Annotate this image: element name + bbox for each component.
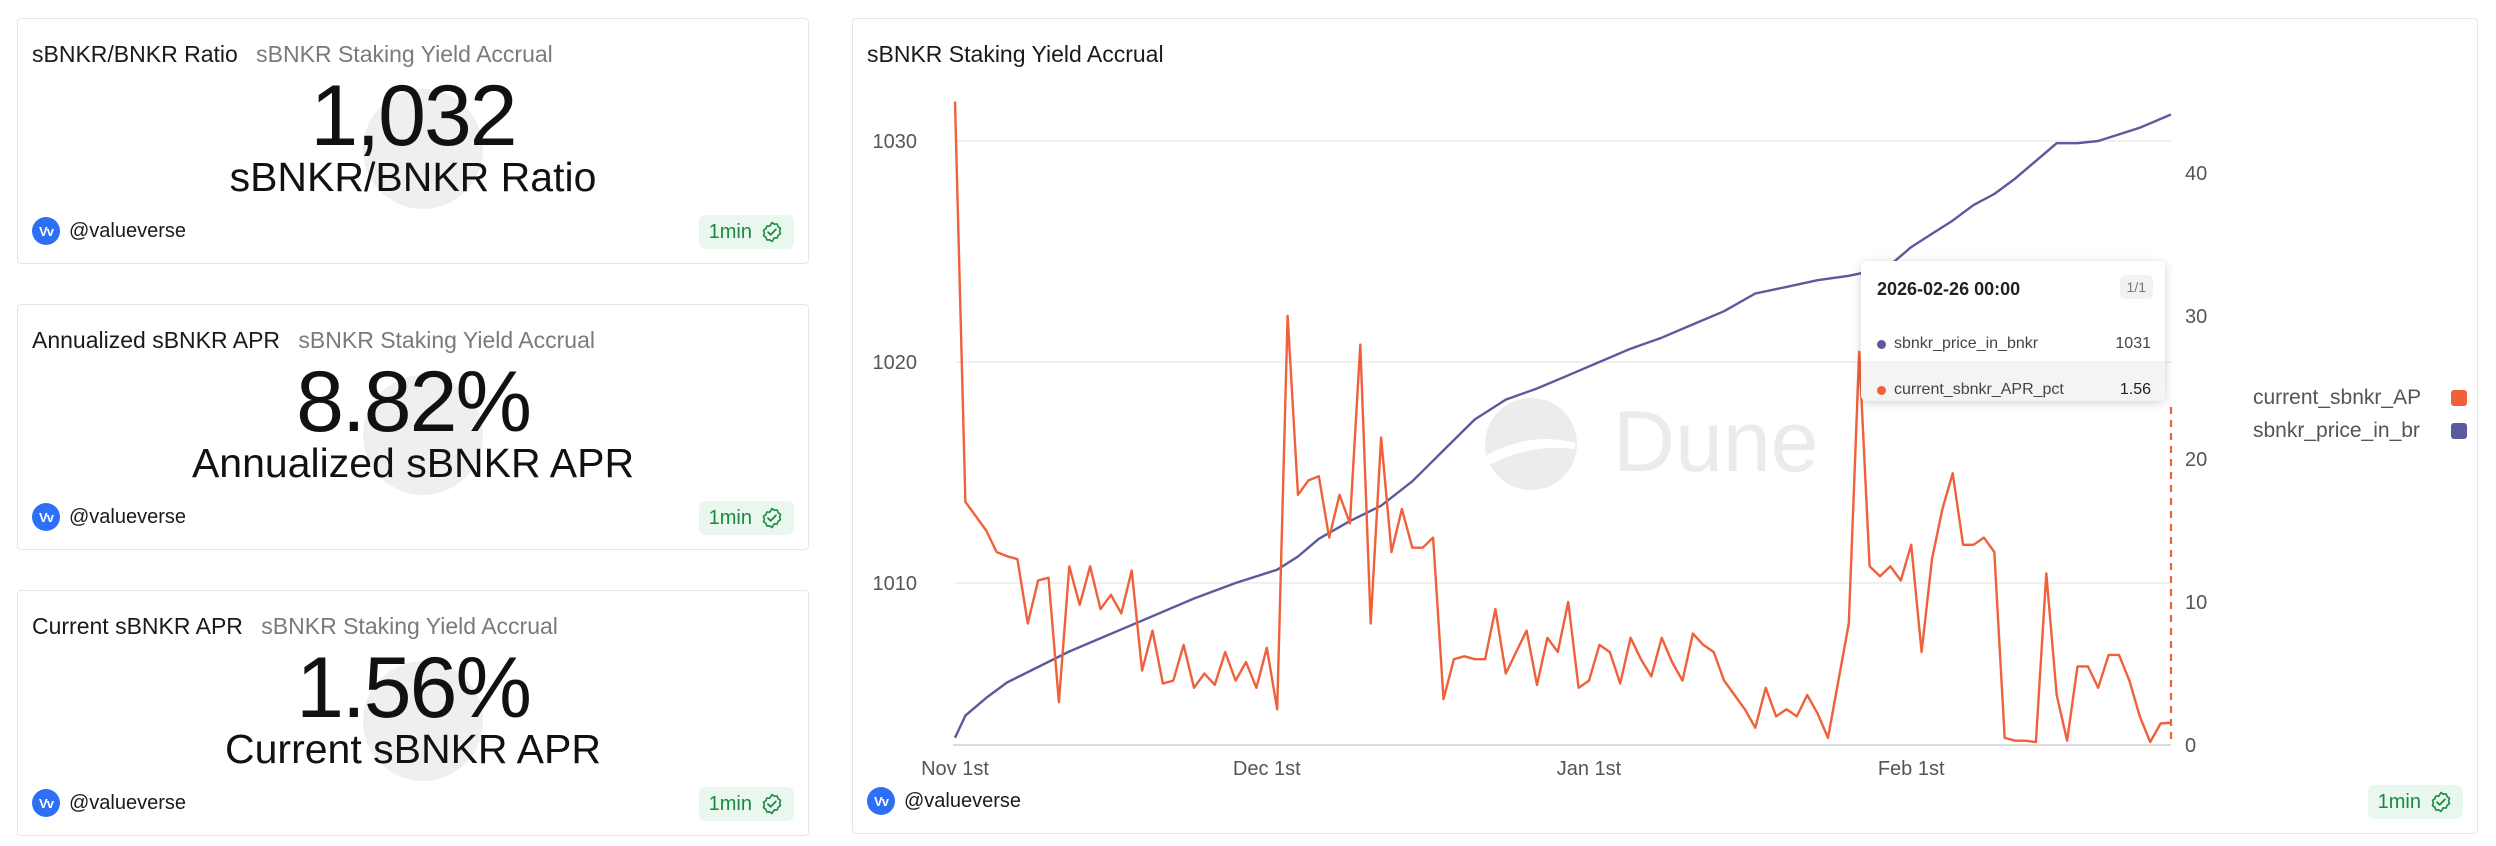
y-right-tick-label: 30: [2185, 306, 2207, 328]
x-tick-label: Feb 1st: [1878, 758, 1945, 780]
refresh-interval: 1min: [708, 792, 752, 815]
card-title[interactable]: Annualized sBNKR APR: [32, 327, 281, 353]
series-line-sbnkr_price_in_bnkr[interactable]: [953, 113, 2172, 739]
tooltip-series-value: 1031: [2115, 335, 2151, 352]
tooltip-series-value: 1.56: [2119, 381, 2151, 398]
refresh-badge[interactable]: 1min: [698, 501, 794, 535]
author-name[interactable]: @valueverse: [69, 219, 187, 242]
tooltip-series-name: sbnkr_price_in_bnkr: [1894, 335, 2039, 352]
verified-check-icon: [762, 507, 782, 529]
card-subtitle[interactable]: sBNKR Staking Yield Accrual: [298, 327, 595, 353]
counter-card-current-apr[interactable]: Current sBNKR APR sBNKR Staking Yield Ac…: [17, 590, 809, 836]
author-name[interactable]: @valueverse: [69, 505, 187, 528]
author-name[interactable]: @valueverse: [904, 789, 1022, 812]
dune-watermark-text: Dune: [1613, 394, 1819, 490]
y-left-tick-label: 1020: [873, 352, 918, 374]
counter-label: Current sBNKR APR: [225, 726, 601, 772]
counter-value: 1.56%: [296, 640, 532, 736]
chart-title[interactable]: sBNKR Staking Yield Accrual: [867, 41, 1164, 67]
counter-label: Annualized sBNKR APR: [191, 440, 635, 486]
tooltip-pagination[interactable]: 1/1: [2119, 275, 2153, 299]
tooltip-row-price: sbnkr_price_in_bnkr 1031: [1877, 335, 2151, 353]
tooltip-row-apr: current_sbnkr_APR_pct 1.56: [1877, 373, 2151, 407]
watermark-logo: [363, 661, 483, 781]
card-header: Current sBNKR APR sBNKR Staking Yield Ac…: [32, 613, 558, 640]
avatar: Vv: [32, 789, 60, 817]
legend-swatch: [2451, 389, 2467, 406]
tooltip-series-name: current_sbnkr_APR_pct: [1894, 381, 2064, 398]
refresh-interval: 1min: [708, 220, 752, 243]
verified-check-icon: [2431, 791, 2451, 813]
card-header: Annualized sBNKR APR sBNKR Staking Yield…: [32, 327, 595, 354]
tooltip-highlight: [1861, 361, 2165, 401]
series-line-current_sbnkr_APR_pct[interactable]: [953, 101, 2172, 744]
y-right-tick-label: 0: [2185, 735, 2196, 757]
watermark-logo: [363, 89, 483, 209]
avatar: Vv: [32, 503, 60, 531]
author-link[interactable]: Vv @valueverse: [32, 217, 186, 245]
x-tick-label: Dec 1st: [1233, 758, 1301, 780]
y-right-tick-label: 40: [2185, 163, 2207, 185]
chart-card-yield-accrual[interactable]: sBNKR Staking Yield Accrual Dune 1010 102…: [852, 18, 2478, 834]
author-link[interactable]: Vv @valueverse: [32, 789, 186, 817]
avatar: Vv: [867, 787, 895, 815]
chart-tooltip: 2026-02-26 00:00 1/1 sbnkr_price_in_bnkr…: [1861, 261, 2165, 401]
refresh-badge[interactable]: 1min: [698, 787, 794, 821]
verified-check-icon: [762, 793, 782, 815]
y-left-tick-label: 1010: [873, 573, 918, 595]
y-right-tick-label: 10: [2185, 592, 2207, 614]
x-tick-label: Jan 1st: [1557, 758, 1622, 780]
series-dot-icon: [1877, 385, 1886, 395]
legend-label: current_sbnkr_AP: [2253, 385, 2422, 409]
y-left-tick-label: 1030: [873, 131, 918, 153]
dune-watermark: Dune: [1485, 394, 1819, 490]
counter-card-annualized-apr[interactable]: Annualized sBNKR APR sBNKR Staking Yield…: [17, 304, 809, 550]
tooltip-date: 2026-02-26 00:00: [1877, 279, 2021, 299]
x-tick-label: Nov 1st: [921, 758, 989, 780]
card-title[interactable]: Current sBNKR APR: [32, 613, 243, 639]
verified-check-icon: [762, 221, 782, 243]
card-subtitle[interactable]: sBNKR Staking Yield Accrual: [261, 613, 558, 639]
legend-swatch: [2451, 422, 2467, 439]
card-title[interactable]: sBNKR/BNKR Ratio: [32, 41, 238, 67]
author-link[interactable]: Vv @valueverse: [32, 503, 186, 531]
author-name[interactable]: @valueverse: [69, 791, 187, 814]
card-header: sBNKR/BNKR Ratio sBNKR Staking Yield Acc…: [32, 41, 553, 68]
author-link[interactable]: Vv @valueverse: [867, 787, 1021, 815]
counter-card-ratio[interactable]: sBNKR/BNKR Ratio sBNKR Staking Yield Acc…: [17, 18, 809, 264]
series-layer: [953, 101, 2172, 744]
refresh-badge[interactable]: 1min: [698, 215, 794, 249]
legend-label: sbnkr_price_in_br: [2253, 418, 2420, 442]
legend-item-apr[interactable]: current_sbnkr_AP: [2253, 381, 2467, 414]
dune-logo-swoosh: [1487, 439, 1575, 465]
chart-legend: current_sbnkr_AP sbnkr_price_in_br: [2253, 381, 2467, 447]
card-header: sBNKR Staking Yield Accrual: [867, 41, 1164, 68]
counter-value: 8.82%: [296, 354, 532, 450]
series-dot-icon: [1877, 339, 1886, 349]
counter-value: 1,032: [310, 68, 517, 164]
refresh-badge[interactable]: 1min: [2367, 785, 2463, 819]
refresh-interval: 1min: [708, 506, 752, 529]
refresh-interval: 1min: [2377, 790, 2421, 813]
y-right-tick-label: 20: [2185, 449, 2207, 471]
legend-item-price[interactable]: sbnkr_price_in_br: [2253, 414, 2467, 447]
watermark-logo: [363, 375, 483, 495]
counter-label: sBNKR/BNKR Ratio: [229, 154, 597, 200]
card-subtitle[interactable]: sBNKR Staking Yield Accrual: [256, 41, 553, 67]
avatar: Vv: [32, 217, 60, 245]
